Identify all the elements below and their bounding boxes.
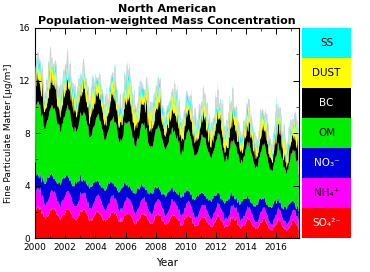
X-axis label: Year: Year (156, 258, 178, 268)
Title: North American
Population-weighted Mass Concentration: North American Population-weighted Mass … (38, 4, 296, 26)
Y-axis label: Fine Particulate Matter [μg/m³]: Fine Particulate Matter [μg/m³] (4, 63, 13, 203)
Text: NO₃⁻: NO₃⁻ (314, 158, 339, 168)
Text: BC: BC (319, 98, 334, 108)
Text: OM: OM (318, 128, 335, 138)
Text: SS: SS (320, 38, 333, 48)
Text: SO₄²⁻: SO₄²⁻ (312, 218, 341, 228)
Text: DUST: DUST (312, 68, 341, 78)
Text: NH₄⁺: NH₄⁺ (314, 188, 339, 198)
